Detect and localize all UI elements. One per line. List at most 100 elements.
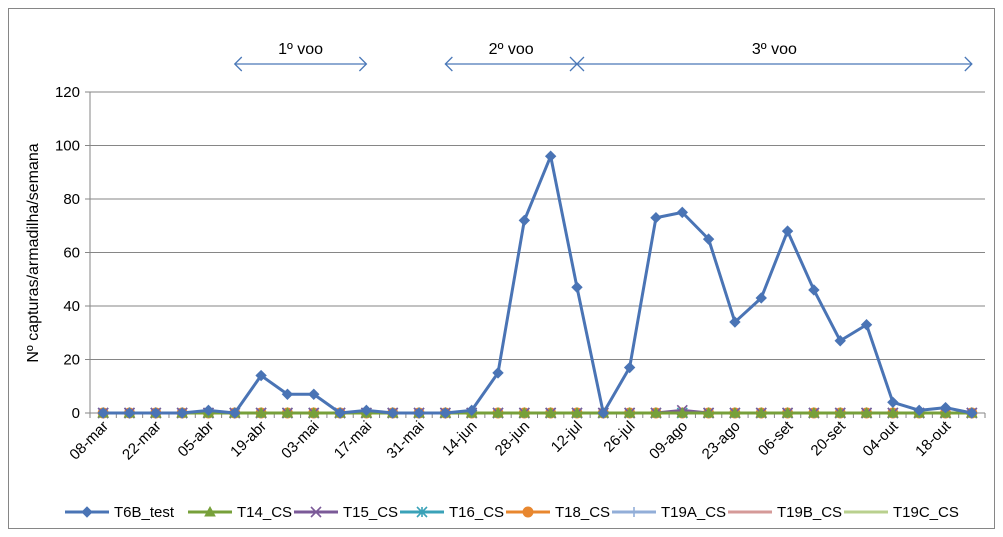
data-point (755, 406, 768, 418)
gridlines (90, 91, 985, 360)
data-point (176, 407, 188, 419)
legend-label: T14_CS (237, 504, 292, 521)
legend-label: T16_CS (449, 504, 504, 521)
y-tick-label: 0 (72, 405, 80, 422)
annotation-arrowhead-left (576, 56, 585, 72)
data-point (360, 404, 373, 417)
chart-border (8, 8, 995, 529)
data-point (439, 407, 452, 419)
data-point (808, 284, 820, 296)
flight-annotation: 3º voo (576, 41, 973, 72)
data-point (650, 212, 662, 224)
data-point (81, 506, 93, 518)
y-axis-title: Nº capturas/armadilha/semana (25, 143, 42, 362)
flight-annotation: 2º voo (444, 41, 578, 72)
data-point (597, 407, 610, 419)
y-tick-label: 120 (55, 84, 80, 101)
data-point (229, 407, 241, 419)
data-point (629, 507, 639, 517)
data-point (97, 407, 109, 419)
data-point (255, 369, 267, 382)
legend-item: T19A_CS (612, 504, 726, 521)
y-tick-label: 60 (63, 245, 80, 262)
series-t6b-test (97, 150, 978, 419)
data-point (310, 506, 322, 518)
annotation-arrowhead-left (233, 56, 243, 72)
data-point (518, 406, 531, 418)
legend-item: T14_CS (188, 504, 292, 521)
y-tick-labels: 0 20 40 60 80 100 120 (55, 84, 80, 422)
data-point (966, 407, 978, 419)
legend-item: T15_CS (294, 504, 398, 521)
data-point (492, 367, 504, 379)
flight-label: 1º voo (278, 41, 323, 58)
data-point (729, 406, 741, 418)
flight-label: 3º voo (752, 41, 797, 58)
data-point (308, 388, 320, 400)
y-tick-label: 20 (63, 352, 80, 369)
data-point (676, 406, 689, 418)
data-point (860, 319, 873, 331)
data-point (702, 233, 715, 245)
data-point (571, 281, 583, 293)
data-point (465, 404, 478, 417)
series-lines (97, 150, 978, 419)
annotation-arrowhead-right (358, 56, 368, 72)
legend-label: T6B_test (114, 504, 175, 521)
series-line (103, 154, 973, 415)
legend-label: T19B_CS (777, 504, 842, 521)
data-point (887, 396, 899, 409)
data-point (781, 225, 794, 237)
data-point (939, 401, 952, 414)
data-point (887, 406, 899, 418)
data-point (676, 206, 688, 219)
legend-item: T19C_CS (844, 504, 959, 521)
data-point (123, 407, 136, 419)
flight-annotations: 1º voo 2º voo 3º voo (233, 41, 973, 72)
annotation-arrowhead-left (444, 56, 453, 72)
legend-label: T15_CS (343, 504, 398, 521)
data-point (413, 407, 425, 419)
y-tick-label: 80 (63, 191, 80, 208)
data-point (729, 316, 741, 328)
legend-item: T18_CS (506, 504, 610, 521)
flight-label: 2º voo (489, 41, 534, 58)
annotation-arrowhead-right (964, 56, 973, 72)
data-point (281, 388, 294, 400)
data-point (623, 406, 636, 418)
flight-annotation: 1º voo (233, 41, 368, 72)
legend: T6B_test T14_CS T15_CS T16_CS T18_CS T19A_CS T… (65, 504, 959, 521)
legend-label: T19A_CS (661, 504, 726, 521)
legend-item: T16_CS (400, 504, 504, 521)
data-point (834, 406, 847, 418)
data-point (834, 335, 846, 347)
data-point (544, 150, 557, 162)
legend-item: T19B_CS (728, 504, 842, 521)
data-point (755, 292, 767, 304)
legend-label: T19C_CS (893, 504, 959, 521)
data-point (334, 407, 346, 419)
data-point (544, 406, 557, 418)
legend-item: T6B_test (65, 504, 175, 521)
data-point (387, 407, 399, 419)
data-point (150, 407, 162, 419)
data-point (781, 406, 794, 418)
data-point (416, 506, 428, 518)
data-point (808, 406, 820, 418)
y-tick-label: 40 (63, 298, 80, 315)
data-point (281, 406, 294, 418)
data-point (522, 506, 534, 518)
data-point (571, 406, 583, 418)
data-point (307, 406, 320, 418)
data-point (623, 361, 636, 374)
data-point (492, 406, 504, 418)
data-point (202, 404, 215, 417)
data-point (650, 406, 662, 418)
data-point (860, 406, 873, 418)
data-point (913, 404, 925, 417)
data-point (255, 406, 267, 418)
data-point (702, 406, 715, 418)
data-point (518, 214, 531, 227)
